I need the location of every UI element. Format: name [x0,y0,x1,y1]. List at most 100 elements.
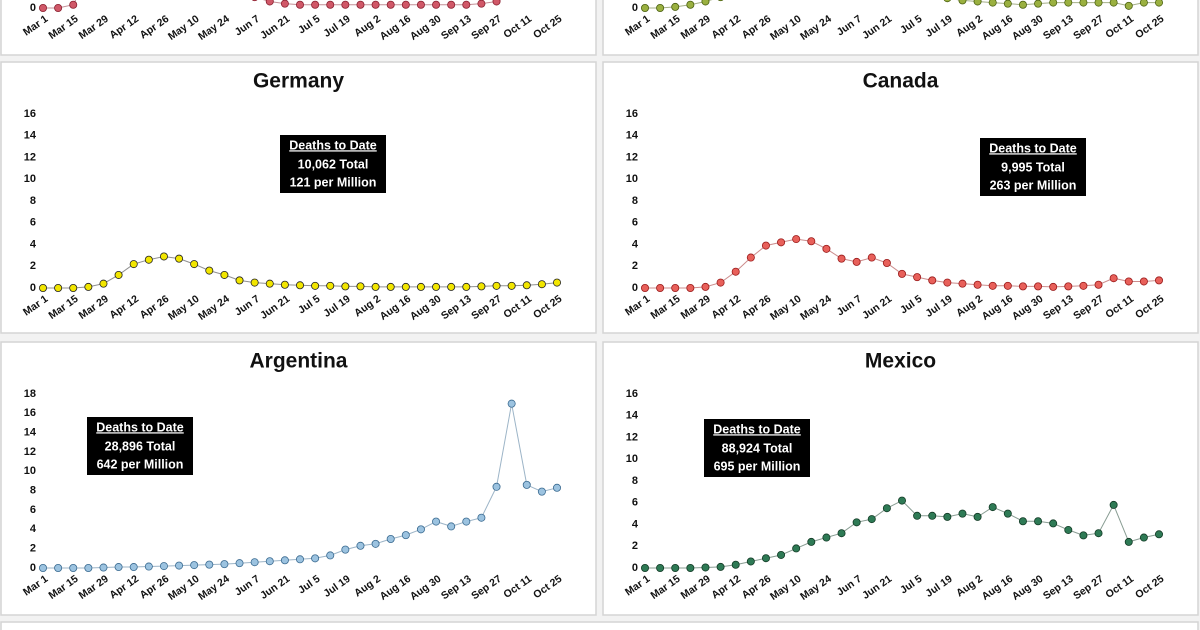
data-point [54,283,63,292]
data-point [882,504,891,513]
data-point [190,561,199,570]
data-point [386,282,395,291]
panel-frame [602,341,1199,616]
data-point [190,260,199,269]
data-point [701,563,710,572]
y-tick-label: 0 [30,282,36,294]
data-point [1139,0,1148,7]
data-point [280,0,289,8]
data-point [220,560,229,569]
data-point [432,0,441,9]
y-tick-label: 16 [626,388,638,400]
data-point [371,539,380,548]
data-point [386,0,395,9]
data-point [807,537,816,546]
data-point [69,283,78,292]
data-point [641,564,650,573]
y-tick-label: 0 [632,562,638,574]
data-point [1094,0,1103,7]
data-point [447,282,456,291]
data-line [645,0,1159,9]
data-point [656,564,665,573]
data-point [265,0,274,6]
data-point [913,511,922,520]
data-point [295,281,304,290]
data-point [686,564,695,573]
data-point [69,564,78,573]
data-point [341,545,350,554]
data-point [792,544,801,553]
y-tick-label: 12 [626,431,638,443]
data-point [432,517,441,526]
y-tick-label: 2 [632,260,638,272]
y-tick-label: 10 [24,173,36,185]
panel-frame [0,621,1199,630]
data-point [1064,282,1073,291]
data-point [205,266,214,275]
data-point [1034,0,1043,8]
data-point [943,0,951,3]
data-point [1018,517,1027,526]
y-tick-label: 6 [30,217,36,229]
data-point [1064,525,1073,534]
data-point [1079,531,1088,540]
plot-area [39,399,562,573]
panel-frame [0,0,597,56]
data-point [943,512,952,521]
data-point [1109,0,1118,7]
data-point [731,560,740,569]
data-point [69,0,78,9]
y-tick-label: 10 [626,173,638,185]
data-point [205,560,214,569]
data-point [867,253,876,262]
data-point [928,511,937,520]
data-point [656,4,665,12]
data-point [114,270,123,279]
data-point [251,0,258,2]
data-point [1049,0,1058,7]
y-tick-label: 2 [30,260,36,272]
y-tick-label: 8 [30,485,36,497]
data-point [144,562,153,571]
data-point [175,254,184,263]
data-point [1155,0,1163,7]
data-point [356,282,365,291]
data-point [295,0,304,9]
data-point [371,282,380,291]
data-point [416,0,425,9]
data-point [54,564,63,573]
data-point [1049,282,1058,291]
y-tick-label: 0 [30,562,36,574]
annotation-line: 88,924 Total [722,441,793,455]
data-point [250,278,259,287]
data-point [492,281,501,290]
y-tick-label: 14 [626,130,639,142]
data-point [280,280,289,289]
y-tick-label: 4 [632,238,639,250]
data-point [1079,281,1088,290]
data-point [447,522,456,531]
y-tick-label: 16 [24,407,36,419]
y-tick-label: 0 [632,2,638,14]
data-point [280,556,289,565]
data-point [114,563,123,572]
data-point [54,4,63,12]
data-point [777,550,786,559]
data-point [311,0,320,9]
chart-title: Argentina [249,350,347,373]
data-point [537,280,546,289]
data-point [235,276,244,285]
data-point [99,563,108,572]
data-point [84,564,93,573]
data-point [671,283,680,292]
plot-area [641,0,1163,12]
data-point [641,283,650,292]
y-tick-label: 12 [626,151,638,163]
data-point [326,281,335,290]
data-point [492,482,501,491]
y-tick-label: 0 [30,2,36,14]
